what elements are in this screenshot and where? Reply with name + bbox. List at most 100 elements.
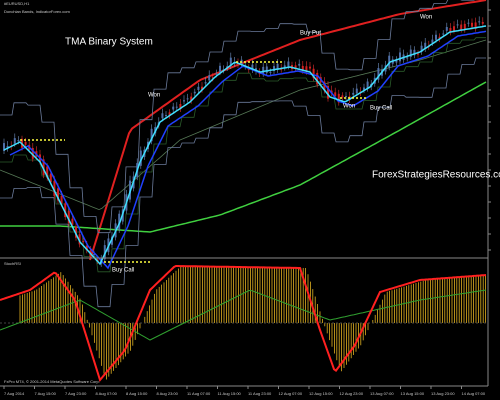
candle-body bbox=[57, 188, 59, 201]
candle-body bbox=[229, 57, 232, 66]
candle-body bbox=[467, 22, 470, 24]
candle-body bbox=[456, 24, 459, 26]
candle-body bbox=[301, 65, 304, 71]
symbol-label: #EURUSD,H1 bbox=[4, 1, 30, 6]
candle-body bbox=[53, 180, 56, 197]
candle-body bbox=[197, 86, 200, 90]
chart-title: TMA Binary System bbox=[65, 37, 153, 48]
main-chart bbox=[0, 0, 491, 308]
candle-body bbox=[481, 21, 484, 24]
x-tick-label: 13 Aug 23:00 bbox=[431, 391, 455, 396]
candle-body bbox=[273, 66, 275, 71]
oscillator-window bbox=[0, 265, 487, 383]
candle-body bbox=[204, 82, 207, 84]
candle-body bbox=[82, 241, 85, 243]
buy-put-label: Buy Put bbox=[300, 31, 321, 37]
candle-body bbox=[251, 64, 254, 71]
candle-body bbox=[269, 71, 272, 73]
x-tick-label: 7 Aug 23:00 bbox=[65, 391, 87, 396]
upper-band bbox=[89, 0, 487, 261]
candle-body bbox=[438, 36, 441, 40]
x-tick-label: 7 Aug 2014 bbox=[4, 391, 25, 396]
oscillator-label: StochRSI bbox=[4, 261, 21, 266]
candle-body bbox=[247, 68, 250, 70]
candle-body bbox=[265, 66, 268, 73]
x-tick-label: 11 Aug 15:00 bbox=[218, 391, 242, 396]
candle-body bbox=[305, 66, 308, 72]
candle-body bbox=[96, 259, 99, 261]
x-tick-label: 12 Aug 15:00 bbox=[309, 391, 333, 396]
buy-call-label: Buy Call bbox=[112, 268, 134, 274]
candle-body bbox=[118, 213, 121, 230]
oscillator-signal bbox=[0, 265, 487, 383]
candle-body bbox=[298, 63, 301, 66]
candle-body bbox=[431, 39, 434, 43]
candle-body bbox=[111, 236, 113, 245]
candle-body bbox=[323, 81, 326, 91]
watermark: ForexStrategiesResources.com bbox=[372, 170, 500, 181]
candle-body bbox=[165, 115, 167, 117]
candle-body bbox=[168, 112, 171, 116]
candle-body bbox=[258, 73, 261, 75]
candle-body bbox=[449, 28, 452, 33]
candle-body bbox=[60, 195, 63, 204]
candle-body bbox=[262, 66, 265, 74]
candle-body bbox=[190, 96, 193, 101]
candle-body bbox=[13, 138, 16, 144]
candle-body bbox=[442, 33, 445, 35]
candle-body bbox=[42, 159, 45, 176]
candle-body bbox=[309, 66, 311, 69]
candle-body bbox=[424, 42, 427, 49]
won-label: Won bbox=[343, 104, 355, 110]
footer-label: FxPro MT4, © 2001-2014 MetaQuotes Softwa… bbox=[4, 379, 100, 384]
candle-body bbox=[420, 45, 423, 52]
candle-body bbox=[49, 173, 52, 183]
candle-body bbox=[71, 218, 74, 225]
candle-body bbox=[64, 203, 67, 218]
candle-body bbox=[334, 92, 337, 97]
indicator-label: Donchian Bands, IndicatorForex.com bbox=[4, 9, 70, 14]
candle-body bbox=[417, 53, 419, 55]
candle-body bbox=[409, 49, 412, 57]
candle-body bbox=[211, 77, 214, 79]
oscillator-slow bbox=[0, 289, 487, 341]
x-tick-label: 14 Aug 07:00 bbox=[462, 391, 486, 396]
candle-body bbox=[93, 254, 95, 256]
x-tick-label: 13 Aug 07:00 bbox=[370, 391, 394, 396]
candle-body bbox=[388, 55, 391, 68]
candle-body bbox=[172, 106, 175, 110]
candle-body bbox=[312, 68, 315, 79]
x-tick-label: 11 Aug 07:00 bbox=[187, 391, 211, 396]
candle-body bbox=[399, 52, 401, 62]
candle-body bbox=[283, 65, 286, 68]
candle-body bbox=[201, 86, 203, 90]
candle-body bbox=[31, 147, 34, 159]
candle-body bbox=[193, 91, 196, 94]
candle-body bbox=[287, 61, 290, 67]
candle-body bbox=[366, 81, 369, 89]
candle-body bbox=[413, 49, 416, 56]
candle-body bbox=[345, 95, 347, 98]
won-label: Won bbox=[148, 93, 160, 99]
candle-body bbox=[355, 88, 358, 94]
tma-fast bbox=[3, 25, 487, 266]
candle-body bbox=[6, 145, 9, 149]
candle-body bbox=[395, 60, 398, 63]
time-axis: 7 Aug 2014 7 Aug 15:00 7 Aug 23:00 8 Aug 07… bbox=[3, 386, 486, 396]
won-label: Won bbox=[420, 15, 432, 21]
x-tick-label: 13 Aug 15:00 bbox=[401, 391, 425, 396]
candle-body bbox=[316, 72, 319, 85]
candle-body bbox=[474, 22, 477, 29]
candle-body bbox=[341, 95, 344, 98]
candle-body bbox=[363, 87, 365, 91]
candle-body bbox=[478, 21, 481, 23]
candle-body bbox=[327, 86, 329, 99]
candle-body bbox=[280, 68, 283, 70]
candle-body bbox=[179, 104, 182, 109]
x-tick-label: 8 Aug 23:00 bbox=[157, 391, 179, 396]
x-tick-label: 8 Aug 07:00 bbox=[96, 391, 118, 396]
candle-body bbox=[139, 150, 142, 166]
candle-body bbox=[445, 27, 448, 31]
x-tick-label: 7 Aug 15:00 bbox=[35, 391, 57, 396]
